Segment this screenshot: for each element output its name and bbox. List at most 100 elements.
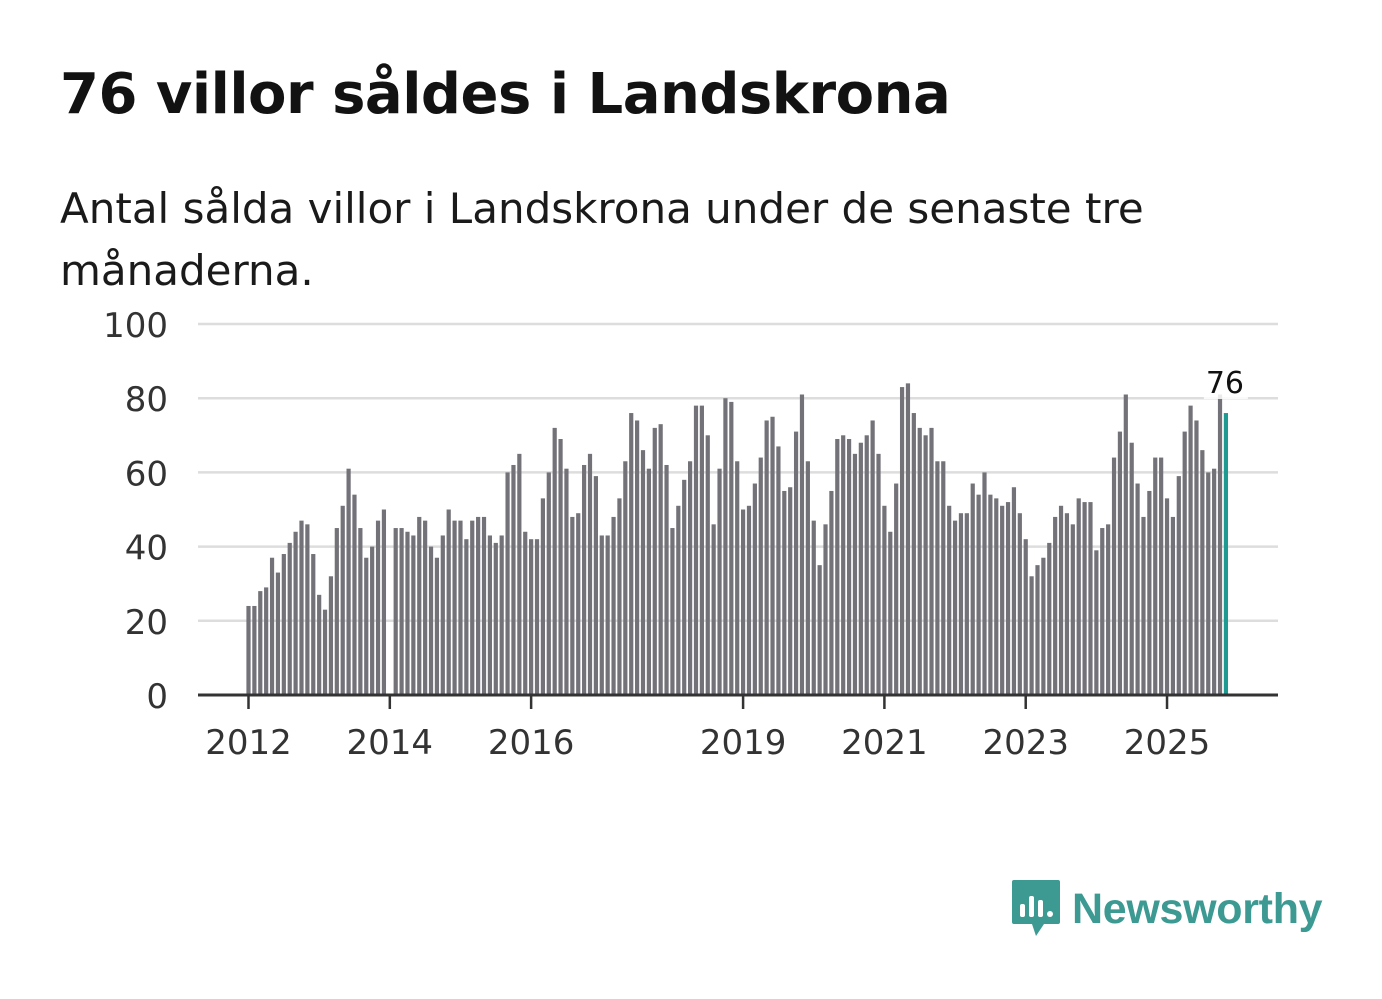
- bar: [1170, 516, 1176, 695]
- bar: [428, 546, 434, 695]
- bar: [1147, 490, 1152, 695]
- bar: [1041, 557, 1046, 695]
- bar: [1135, 483, 1140, 695]
- data-label-background: [1203, 365, 1248, 400]
- bar: [305, 524, 310, 695]
- bar: [770, 416, 775, 695]
- chart-subtitle: Antal sålda villor i Landskrona under de…: [60, 184, 1144, 295]
- bar: [576, 513, 581, 695]
- chart-title: 76 villor såldes i Landskrona: [60, 62, 951, 127]
- bar: [440, 535, 445, 695]
- x-tick-label: 2025: [1124, 723, 1211, 763]
- bar: [264, 587, 269, 695]
- bar: [782, 490, 787, 695]
- bar: [399, 528, 404, 695]
- bar: [529, 539, 534, 695]
- bar: [481, 516, 487, 695]
- bar: [923, 435, 928, 695]
- bar: [1200, 450, 1205, 695]
- bar: [358, 528, 363, 695]
- bar: [952, 520, 958, 695]
- bar: [846, 439, 852, 695]
- bar: [623, 461, 628, 695]
- bar: [1088, 502, 1093, 695]
- bar: [688, 461, 693, 695]
- bar: [417, 516, 422, 695]
- bar: [1100, 528, 1105, 695]
- highlight-bar: [1223, 413, 1229, 695]
- bar: [375, 520, 381, 695]
- bar: [994, 498, 999, 695]
- bar: [381, 509, 387, 695]
- bar: [729, 401, 734, 695]
- y-tick-label: 0: [146, 677, 168, 717]
- bar: [670, 528, 675, 695]
- bar: [340, 505, 345, 695]
- bar: [664, 464, 669, 695]
- bar: [817, 565, 822, 695]
- bar: [793, 431, 799, 695]
- bar: [1029, 576, 1034, 695]
- y-tick-label: 100: [103, 306, 168, 346]
- bar: [1064, 513, 1070, 695]
- bar: [322, 609, 328, 695]
- y-tick-label: 60: [125, 454, 168, 494]
- bar: [311, 554, 316, 695]
- bar: [947, 505, 952, 695]
- bar: [652, 427, 657, 695]
- bar: [876, 453, 881, 695]
- bar: [1176, 476, 1181, 695]
- bar: [1206, 472, 1211, 695]
- bar: [452, 520, 457, 695]
- bar: [317, 594, 322, 695]
- bar: [593, 476, 598, 695]
- bar: [405, 531, 410, 695]
- bar: [740, 509, 746, 695]
- bar: [693, 405, 699, 695]
- x-tick-label: 2021: [841, 723, 928, 763]
- bar: [864, 435, 869, 695]
- bar: [464, 539, 469, 695]
- bar: [964, 513, 969, 695]
- bar: [1217, 394, 1223, 695]
- bar: [1194, 420, 1199, 695]
- bar: [888, 531, 893, 695]
- bar: [905, 383, 911, 695]
- bar: [1212, 468, 1217, 695]
- bars: [246, 383, 1229, 695]
- bar: [293, 531, 298, 695]
- bar: [1153, 457, 1158, 695]
- bar: [281, 554, 286, 695]
- bar: [1141, 516, 1146, 695]
- bar: [717, 468, 722, 695]
- bar: [370, 546, 375, 695]
- bar: [1017, 513, 1022, 695]
- bar: [299, 520, 304, 695]
- bar: [1023, 539, 1028, 695]
- y-tick-label: 40: [125, 529, 168, 569]
- bar: [275, 572, 281, 695]
- bar: [487, 535, 493, 695]
- bar: [758, 457, 763, 695]
- newsworthy-logo-icon: [1012, 880, 1060, 936]
- bar: [287, 542, 292, 695]
- bar: [988, 494, 993, 695]
- brand-name: Newsworthy: [1072, 884, 1323, 933]
- bar: [1164, 498, 1170, 695]
- bar: [540, 498, 545, 695]
- bar: [970, 483, 975, 695]
- bar: [976, 494, 981, 695]
- bar: [411, 535, 416, 695]
- bar: [1058, 505, 1064, 695]
- bar: [1188, 405, 1193, 695]
- bar: [605, 535, 610, 695]
- bar: [764, 420, 769, 695]
- bar: [269, 557, 275, 695]
- bar: [640, 450, 646, 695]
- bar: [746, 505, 752, 695]
- bar: [958, 513, 964, 695]
- bar: [1082, 502, 1087, 695]
- bar: [470, 520, 475, 695]
- bar: [711, 524, 716, 695]
- bar: [564, 468, 569, 695]
